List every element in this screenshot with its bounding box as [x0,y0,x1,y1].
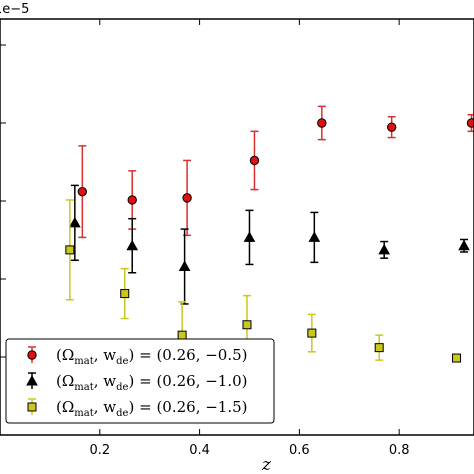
data-point [77,186,88,197]
legend-text-part: , w [94,346,117,364]
legend-text-part: (Ω [56,398,74,416]
legend-text-part: (Ω [56,346,74,364]
y-scale-label: 1e−5 [0,2,29,17]
data-point [127,195,137,205]
x-tick-label: 0.8 [389,443,410,458]
series-2 [68,184,470,305]
legend-marker [27,350,37,360]
legend-subscript: mat [74,382,93,393]
y-axis-ticks [0,44,6,358]
legend-text-part: ) = (0.26, −1.0) [128,372,247,390]
x-tick-label: 0.4 [189,443,210,458]
legend-entry: (Ωmat, wde) = (0.26, −0.5) [56,346,248,367]
legend-subscript: mat [74,356,93,367]
legend-text-part: (Ω [56,372,74,390]
data-point [458,239,470,251]
data-point [177,330,187,340]
legend-text-part: , w [94,398,117,416]
data-point [242,320,252,330]
legend-text-part: ) = (0.26, −1.5) [128,398,247,416]
data-point [249,155,260,166]
data-point [307,328,317,338]
legend-entry: (Ωmat, wde) = (0.26, −1.0) [56,372,248,393]
legend-subscript: de [116,382,128,393]
legend-subscript: de [116,356,128,367]
data-point [178,260,191,272]
legend-box [5,338,275,424]
legend: (Ωmat, wde) = (0.26, −0.5)(Ωmat, wde) = … [5,338,275,424]
data-point [308,231,321,242]
x-axis-ticks: 0.2 0.4 0.6 0.8 [89,19,410,458]
legend-marker [27,402,37,412]
data-point [317,118,327,128]
data-point [386,122,397,132]
data-point [68,216,81,228]
data-point [182,193,192,203]
legend-marker [26,374,38,386]
legend-text-part: ) = (0.26, −0.5) [128,346,247,364]
legend-entry: (Ωmat, wde) = (0.26, −1.5) [56,398,248,419]
data-point [374,343,384,353]
plot-area [65,105,474,370]
legend-subscript: de [116,408,128,419]
x-tick-label: 0.6 [289,443,310,458]
data-point [120,289,130,299]
x-tick-label: 0.2 [89,443,110,458]
plot-frame [0,18,474,436]
data-point [466,118,474,128]
legend-subscript: mat [74,408,93,419]
data-point [126,239,139,251]
series-1 [77,105,474,239]
data-point [65,245,75,255]
data-point [378,243,391,255]
data-point [243,231,256,242]
data-point [452,353,462,363]
x-axis-label: z [261,455,272,474]
legend-text-part: , w [94,372,117,390]
